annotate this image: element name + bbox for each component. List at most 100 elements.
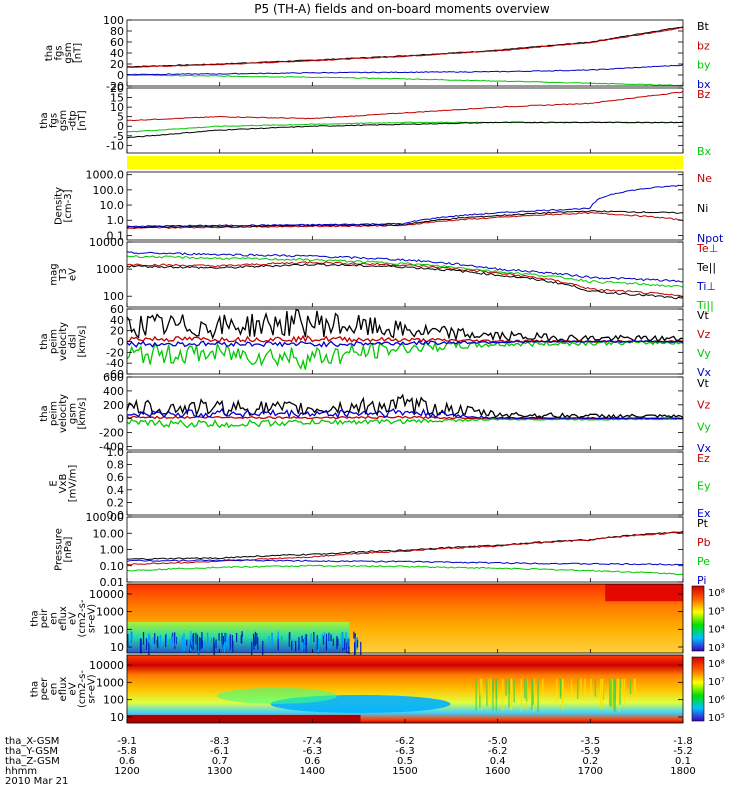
ion-spectrogram-streak — [224, 632, 226, 643]
data-gap-bar — [127, 156, 683, 169]
footer-value: -6.2 — [488, 746, 508, 757]
y-tick-label: -60 — [106, 368, 124, 381]
y-axis-label: en — [49, 612, 60, 625]
ion-spectrogram-streak — [341, 632, 343, 642]
ion-spectrogram-streak — [201, 640, 203, 649]
ion-spectrogram-streak — [193, 633, 195, 642]
footer-value: -6.3 — [303, 746, 323, 757]
y-axis-label: eflux — [58, 606, 69, 631]
y-axis-label: tha — [30, 610, 41, 626]
y-axis-label: [mV/m] — [68, 465, 79, 503]
ion-spectrogram-streak — [262, 640, 264, 655]
ion-spectrogram-streak — [325, 640, 328, 651]
y-axis-label: (cm2-s- — [77, 599, 88, 637]
y-tick-label: 60 — [110, 36, 124, 49]
ion-spectrogram-streak — [268, 636, 270, 650]
y-axis-label: tha — [39, 112, 50, 128]
legend-label: Pt — [697, 517, 709, 530]
y-tick-label: 100.00 — [86, 511, 125, 524]
legend-label: Vz — [697, 328, 711, 341]
y-axis-label: eV — [68, 612, 79, 625]
ion-spectrogram-streak — [277, 631, 279, 639]
series-line — [127, 530, 684, 561]
y-tick-label: 100.0 — [93, 184, 125, 197]
legend-label: Ey — [697, 480, 711, 493]
legend-label: Ne — [697, 172, 712, 185]
footer-row-label: tha_X-GSM — [5, 736, 59, 747]
legend-label: Vy — [697, 420, 711, 433]
ion-spectrogram-streak — [256, 633, 258, 645]
y-axis-label: Density — [53, 187, 64, 225]
electron-spectrogram-streak — [602, 678, 604, 700]
electron-spectrogram-streak — [490, 678, 492, 706]
ion-spectrogram-streak — [203, 640, 205, 649]
legend-label: Ti|| — [696, 299, 714, 312]
series-line — [126, 564, 684, 576]
ion-spectrogram-streak — [183, 633, 185, 648]
y-tick-label: -5 — [113, 130, 124, 143]
ion-spectrogram-streak — [229, 634, 231, 650]
electron-green-region — [217, 687, 338, 704]
ion-spectrogram-streak — [172, 636, 174, 644]
y-axis-label: fgs — [49, 113, 60, 128]
y-axis-label: peim — [49, 329, 60, 354]
electron-spectrogram-streak — [520, 678, 523, 712]
ion-spectrogram-streak — [195, 632, 197, 645]
ion-spectrogram-streak — [271, 632, 273, 646]
electron-spectrogram-streak — [532, 678, 534, 705]
ion-spectrogram-streak — [330, 634, 332, 642]
legend-label: Npot — [697, 232, 724, 245]
electron-spectrogram-streak — [634, 678, 636, 698]
figure-title: P5 (TH-A) fields and on-board moments ov… — [254, 2, 550, 16]
colorbar-tick-label: 10⁵ — [708, 713, 725, 724]
series-line — [126, 27, 684, 69]
y-axis-label: gsm — [58, 110, 69, 131]
ion-spectrogram-streak — [131, 631, 133, 640]
y-tick-label: 0 — [117, 69, 124, 82]
y-axis-label: eflux — [58, 677, 69, 702]
series-line — [126, 308, 684, 343]
ion-spectrogram-streak — [181, 636, 184, 651]
ion-spectrogram-streak — [328, 632, 330, 642]
ion-spectrogram-streak — [156, 639, 158, 647]
y-axis-label: Pressure — [53, 528, 64, 571]
ion-spectrogram-streak — [336, 635, 338, 650]
ion-spectrogram-streak — [298, 637, 300, 651]
ion-spectrogram-streak — [130, 631, 132, 647]
y-axis-label: [nT] — [77, 110, 88, 130]
ion-spectrogram-streak — [293, 640, 295, 647]
footer-value: 0.6 — [304, 756, 320, 767]
ion-spectrogram-streak — [228, 636, 230, 650]
legend-label: by — [697, 59, 711, 72]
y-axis-label: sr-eV) — [87, 604, 98, 633]
legend-label: bx — [697, 78, 711, 91]
ion-spectrogram-streak — [171, 634, 173, 645]
footer-value: 1500 — [392, 766, 417, 777]
ion-spectrogram-streak — [222, 636, 224, 645]
y-axis-label: en — [49, 683, 60, 696]
electron-spectrogram-streak — [613, 678, 615, 711]
series-line — [126, 418, 684, 429]
electron-spectrogram-streak — [556, 678, 558, 703]
ion-spectrogram-streak — [190, 631, 192, 642]
y-tick-label: 0 — [117, 413, 124, 426]
y-axis-label: eV — [68, 268, 79, 281]
ion-spectrogram-streak — [251, 642, 253, 657]
ion-spectrogram-streak — [201, 631, 203, 645]
y-axis-label: fgs — [53, 45, 64, 60]
ion-spectrogram-streak — [345, 632, 347, 644]
footer-value: 0.6 — [119, 756, 135, 767]
ion-spectrogram-streak — [241, 631, 243, 638]
y-axis-label: tha — [39, 405, 50, 421]
colorbar — [691, 585, 705, 652]
y-tick-label: 10.00 — [93, 527, 125, 540]
ion-spectrogram-streak — [354, 641, 356, 656]
y-tick-label: -40 — [106, 357, 124, 370]
footer-value: 1600 — [485, 766, 510, 777]
y-tick-label: 0.0 — [107, 509, 125, 522]
footer-value: -5.0 — [488, 736, 508, 747]
panel-frame — [126, 451, 684, 516]
electron-spectrogram-streak — [508, 678, 510, 708]
